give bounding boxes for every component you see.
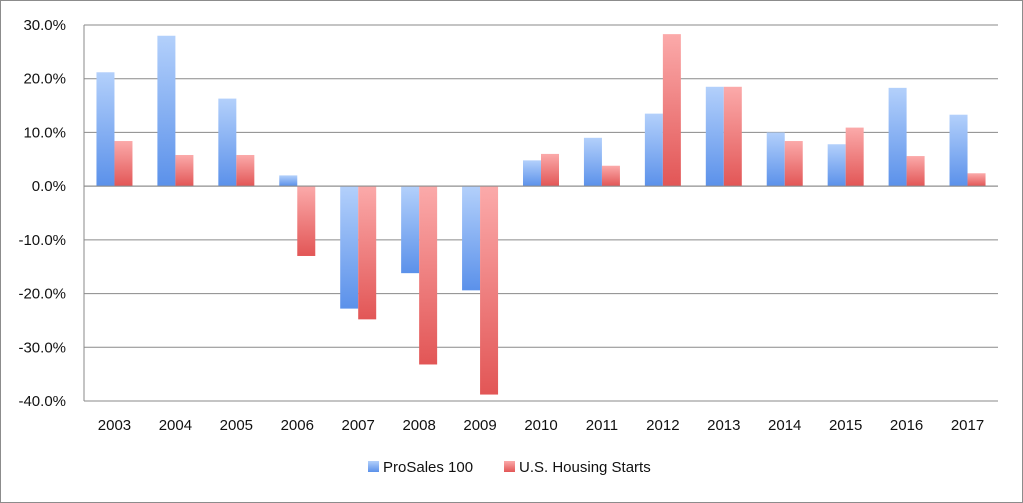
bar-housing-starts-2015 bbox=[845, 127, 864, 187]
y-tick-label: 20.0% bbox=[23, 71, 66, 88]
bar-prosales-2017 bbox=[949, 114, 968, 187]
bar-prosales-2011 bbox=[583, 137, 602, 187]
y-tick-label: 0.0% bbox=[32, 178, 66, 195]
x-tick-label: 2010 bbox=[524, 417, 557, 434]
x-tick-label: 2011 bbox=[586, 417, 618, 434]
bar-housing-starts-2007 bbox=[358, 186, 377, 320]
bar-housing-starts-2014 bbox=[784, 141, 803, 187]
y-tick-label: -10.0% bbox=[18, 232, 66, 249]
bar-prosales-2004 bbox=[157, 35, 176, 187]
bars bbox=[84, 34, 998, 395]
x-tick-label: 2013 bbox=[707, 417, 740, 434]
bar-prosales-2007 bbox=[340, 186, 359, 309]
bar-prosales-2005 bbox=[218, 98, 237, 187]
x-tick-label: 2012 bbox=[646, 417, 679, 434]
legend: ProSales 100 U.S. Housing Starts bbox=[368, 459, 651, 476]
bar-housing-starts-2004 bbox=[175, 154, 194, 187]
y-tick-label: -30.0% bbox=[18, 339, 66, 356]
legend-swatch-housing-starts bbox=[504, 461, 515, 472]
y-axis-ticks: 30.0% 20.0% 10.0% 0.0% -10.0% -20.0% -30.0% -40… bbox=[18, 17, 66, 410]
x-tick-label: 2006 bbox=[281, 417, 314, 434]
x-tick-label: 2005 bbox=[220, 417, 253, 434]
y-tick-label: -20.0% bbox=[18, 286, 66, 303]
bar-prosales-2008 bbox=[401, 186, 420, 274]
x-tick-label: 2014 bbox=[768, 417, 801, 434]
y-tick-label: -40.0% bbox=[18, 393, 66, 410]
y-tick-label: 30.0% bbox=[23, 17, 66, 34]
x-tick-label: 2004 bbox=[159, 417, 192, 434]
bar-prosales-2014 bbox=[766, 132, 785, 187]
bar-prosales-2013 bbox=[705, 86, 724, 187]
bar-prosales-2015 bbox=[827, 144, 846, 187]
bar-housing-starts-2011 bbox=[601, 165, 620, 187]
x-tick-label: 2015 bbox=[829, 417, 862, 434]
legend-label: U.S. Housing Starts bbox=[519, 459, 651, 476]
bar-prosales-2006 bbox=[279, 175, 298, 187]
bar-prosales-2012 bbox=[644, 113, 663, 187]
x-tick-label: 2008 bbox=[402, 417, 435, 434]
bar-housing-starts-2016 bbox=[906, 156, 925, 187]
bar-housing-starts-2005 bbox=[236, 154, 255, 187]
bar-housing-starts-2009 bbox=[480, 186, 499, 395]
bar-housing-starts-2013 bbox=[723, 86, 742, 187]
legend-swatch-prosales bbox=[368, 461, 379, 472]
y-tick-label: 10.0% bbox=[23, 124, 66, 141]
bar-housing-starts-2008 bbox=[419, 186, 438, 365]
x-tick-label: 2007 bbox=[342, 417, 375, 434]
legend-label: ProSales 100 bbox=[383, 459, 473, 476]
bar-housing-starts-2003 bbox=[114, 141, 133, 187]
x-axis-ticks: 2003 2004 2005 2006 2007 2008 2009 2010 2011 2012… bbox=[98, 417, 984, 434]
bar-prosales-2016 bbox=[888, 87, 907, 187]
bar-housing-starts-2006 bbox=[297, 186, 316, 256]
x-tick-label: 2016 bbox=[890, 417, 923, 434]
bar-housing-starts-2012 bbox=[662, 34, 681, 187]
bar-prosales-2009 bbox=[462, 186, 481, 291]
gridlines bbox=[83, 24, 998, 402]
x-tick-label: 2003 bbox=[98, 417, 131, 434]
bar-housing-starts-2017 bbox=[967, 173, 986, 187]
x-tick-label: 2009 bbox=[463, 417, 496, 434]
bar-prosales-2010 bbox=[523, 160, 541, 187]
x-tick-label: 2017 bbox=[951, 417, 984, 434]
bar-housing-starts-2010 bbox=[541, 153, 559, 187]
bar-prosales-2003 bbox=[96, 72, 115, 187]
